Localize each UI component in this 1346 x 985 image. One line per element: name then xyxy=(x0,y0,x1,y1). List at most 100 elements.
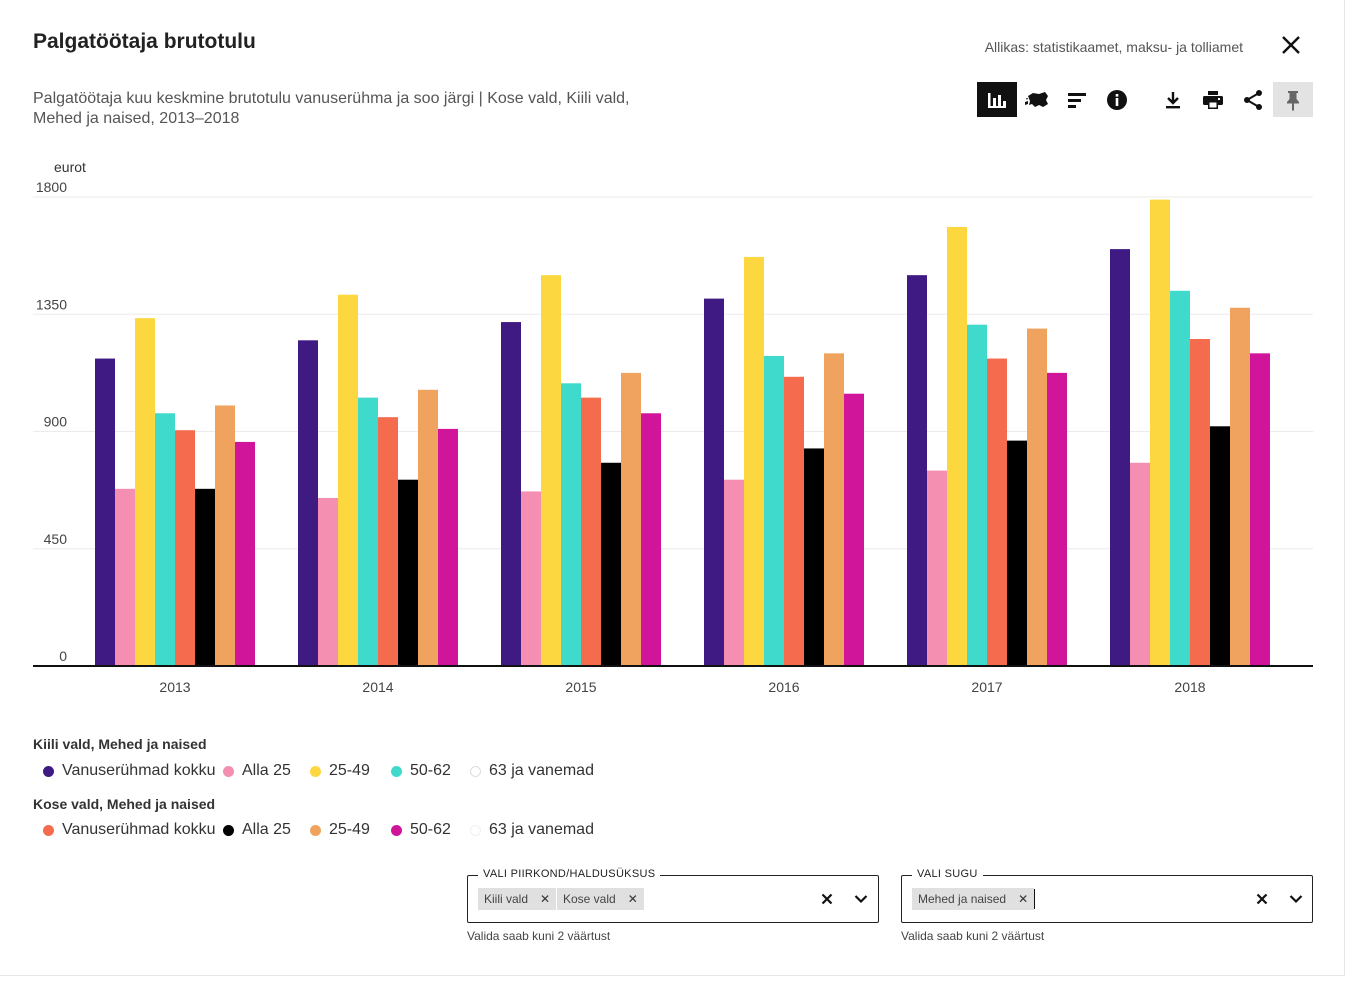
bar xyxy=(215,405,235,666)
legend-dot xyxy=(223,824,234,836)
x-tick-label: 2016 xyxy=(768,679,799,695)
chart-subtitle: Palgatöötaja kuu keskmine brutotulu vanu… xyxy=(33,89,673,129)
legend-label: 63 ja vanemad xyxy=(489,762,594,779)
sex-dropdown-button[interactable] xyxy=(1286,888,1306,910)
x-tick-label: 2018 xyxy=(1174,679,1205,695)
download-button[interactable] xyxy=(1153,82,1193,117)
legend-label: 25-49 xyxy=(329,821,370,838)
print-button[interactable] xyxy=(1193,82,1233,117)
bar xyxy=(338,294,358,666)
legend-group-kose: Kose vald, Mehed ja naised xyxy=(33,796,215,812)
download-icon xyxy=(1166,91,1180,108)
legend-item[interactable]: 25-49 xyxy=(310,821,370,839)
legend-group-kiili: Kiili vald, Mehed ja naised xyxy=(33,736,207,752)
legend-dot xyxy=(43,765,54,777)
bar xyxy=(927,470,947,666)
legend-label: Vanuserühmad kokku xyxy=(62,762,216,779)
sex-select[interactable]: VALI SUGU Mehed ja naised ✕ xyxy=(901,868,1313,923)
sort-button[interactable] xyxy=(1057,82,1097,117)
region-clear-button[interactable] xyxy=(817,888,837,910)
bar xyxy=(1170,290,1190,666)
info-button[interactable] xyxy=(1097,82,1137,117)
legend-item[interactable]: Vanuserühmad kokku xyxy=(43,821,216,839)
legend-item[interactable]: 63 ja vanemad xyxy=(470,821,594,839)
legend-group-title: Kose vald, Mehed ja naised xyxy=(33,796,216,812)
x-tick-label: 2015 xyxy=(565,679,596,695)
chevron-down-icon xyxy=(1289,895,1303,904)
bar xyxy=(1250,353,1270,666)
print-icon xyxy=(1203,90,1223,109)
legend-label: 50-62 xyxy=(410,821,451,838)
share-button[interactable] xyxy=(1233,82,1273,117)
bar xyxy=(418,389,438,666)
map-button[interactable] xyxy=(1017,82,1057,117)
legend-label: Vanuserühmad kokku xyxy=(62,821,216,838)
sex-clear-button[interactable] xyxy=(1252,888,1272,910)
x-tick-label: 2013 xyxy=(159,679,190,695)
legend-item[interactable]: 50-62 xyxy=(391,762,451,780)
legend-item[interactable]: Vanuserühmad kokku xyxy=(43,762,216,780)
bar xyxy=(1130,462,1150,666)
y-tick-label: 450 xyxy=(44,531,68,547)
bar xyxy=(1007,440,1027,666)
pin-icon xyxy=(1287,90,1299,111)
legend-dot xyxy=(43,824,54,836)
region-chip-kose[interactable]: Kose vald ✕ xyxy=(557,888,644,910)
bar xyxy=(135,318,155,666)
sex-chip-mehed-ja-naised[interactable]: Mehed ja naised ✕ xyxy=(912,888,1035,910)
bar xyxy=(824,353,844,666)
bar xyxy=(561,383,581,666)
close-icon xyxy=(1282,36,1300,54)
region-chip-kiili[interactable]: Kiili vald ✕ xyxy=(478,888,557,910)
region-select-label: VALI PIIRKOND/HALDUSÜKSUS xyxy=(478,868,661,880)
bar xyxy=(175,430,195,666)
bar xyxy=(501,322,521,666)
legend-item[interactable]: Alla 25 xyxy=(223,821,291,839)
chip-remove-icon[interactable]: ✕ xyxy=(627,892,638,906)
chevron-down-icon xyxy=(854,895,868,904)
legend-dot xyxy=(223,765,234,777)
bar xyxy=(298,340,318,666)
sort-icon xyxy=(1068,92,1086,108)
bar xyxy=(907,275,927,666)
bar xyxy=(1210,426,1230,666)
legend-item[interactable]: 25-49 xyxy=(310,762,370,780)
legend-item[interactable]: 50-62 xyxy=(391,821,451,839)
bar xyxy=(987,358,1007,666)
x-tick-label: 2017 xyxy=(971,679,1002,695)
bar xyxy=(195,488,215,666)
bar xyxy=(601,462,621,666)
bar xyxy=(1190,339,1210,666)
legend-item[interactable]: Alla 25 xyxy=(223,762,291,780)
close-button[interactable] xyxy=(1278,32,1304,58)
subtitle-line-2: Mehed ja naised, 2013–2018 xyxy=(33,110,240,127)
bar xyxy=(1047,372,1067,666)
bar-chart-button[interactable] xyxy=(977,82,1017,117)
bar xyxy=(784,376,804,666)
chip-label: Mehed ja naised xyxy=(918,892,1007,906)
chip-remove-icon[interactable]: ✕ xyxy=(540,892,551,906)
legend-dot xyxy=(310,765,321,777)
bar xyxy=(318,497,338,666)
bar xyxy=(358,397,378,666)
bar xyxy=(764,355,784,666)
region-select[interactable]: VALI PIIRKOND/HALDUSÜKSUS Kiili vald ✕ K… xyxy=(467,868,879,923)
legend-label: 63 ja vanemad xyxy=(489,821,594,838)
legend-item[interactable]: 63 ja vanemad xyxy=(470,762,594,780)
legend-label: Alla 25 xyxy=(242,821,291,838)
legend-label: 50-62 xyxy=(410,762,451,779)
bar xyxy=(804,448,824,666)
bar xyxy=(1110,249,1130,666)
bar-chart: eurot 0 450 900 1350 1800 2013 2014 2015 2016 2017… xyxy=(33,159,1313,695)
region-dropdown-button[interactable] xyxy=(851,888,871,910)
bar xyxy=(581,397,601,666)
bar xyxy=(967,324,987,666)
y-tick-label: 900 xyxy=(44,414,68,430)
bar xyxy=(155,413,175,666)
bar xyxy=(438,428,458,666)
chip-remove-icon[interactable]: ✕ xyxy=(1018,892,1029,906)
region-helper-text: Valida saab kuni 2 väärtust xyxy=(467,929,611,943)
pin-button[interactable] xyxy=(1273,82,1313,117)
bar xyxy=(947,226,967,666)
